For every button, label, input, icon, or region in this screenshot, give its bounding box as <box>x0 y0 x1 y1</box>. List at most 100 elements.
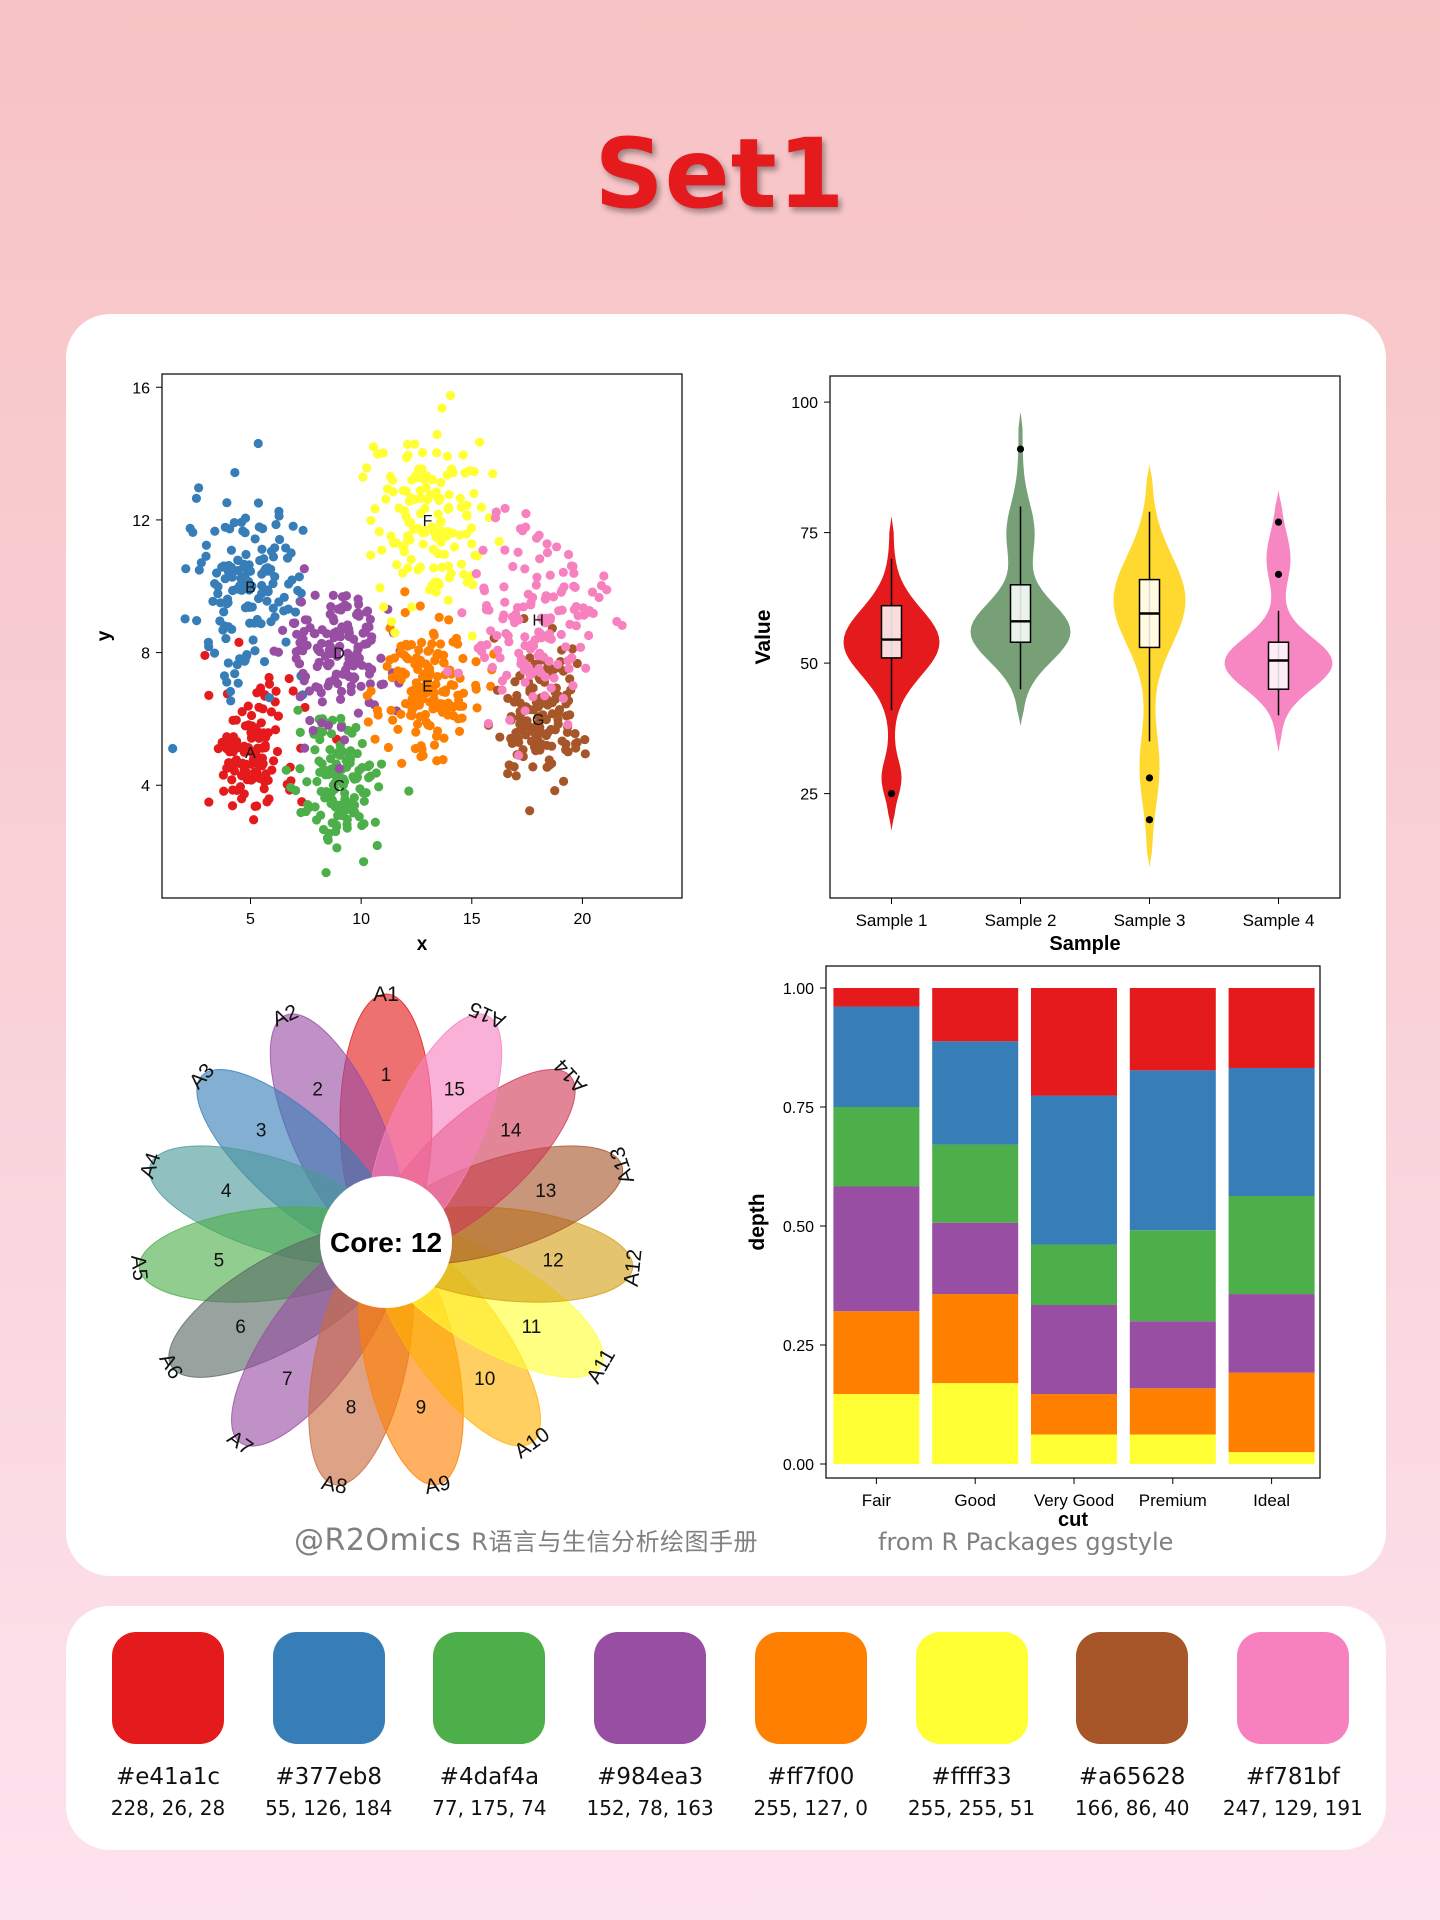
scatter-point <box>459 569 469 579</box>
scatter-point <box>570 728 580 739</box>
scatter-point <box>570 582 580 592</box>
scatter-point <box>180 614 190 624</box>
y-tick-label: 0.00 <box>783 1457 814 1474</box>
scatter-point <box>340 788 350 799</box>
scatter-point <box>332 749 342 759</box>
scatter-point <box>443 527 453 537</box>
x-tick-label: Good <box>954 1491 996 1510</box>
scatter-point <box>246 710 257 721</box>
scatter-point <box>427 580 437 590</box>
core-circle <box>320 1176 452 1308</box>
scatter-point <box>386 531 396 541</box>
x-tick-label: Premium <box>1139 1491 1207 1510</box>
scatter-point <box>295 644 305 655</box>
scatter-point <box>264 693 274 703</box>
scatter-point <box>528 641 539 651</box>
y-tick-label: 0.25 <box>783 1338 814 1355</box>
scatter-point <box>295 692 305 702</box>
scatter-point <box>222 677 232 687</box>
scatter-point <box>310 802 320 812</box>
scatter-point <box>286 776 296 786</box>
scatter-point <box>329 818 339 828</box>
scatter-point <box>495 653 505 663</box>
scatter-point <box>439 733 449 743</box>
scatter-point <box>390 628 400 638</box>
x-tick-label: Sample 3 <box>1114 911 1186 930</box>
bar-segment <box>833 1006 920 1107</box>
scatter-point <box>528 762 538 772</box>
y-axis-label: depth <box>746 1193 769 1250</box>
scatter-point <box>404 786 414 796</box>
scatter-point <box>563 549 574 560</box>
scatter-point <box>300 743 310 753</box>
scatter-point <box>386 705 396 715</box>
scatter-point <box>454 701 465 711</box>
scatter-point <box>290 607 301 617</box>
scatter-point <box>250 801 260 812</box>
stacked-frame <box>825 965 1321 1479</box>
scatter-point <box>325 753 336 764</box>
scatter-point <box>569 568 579 578</box>
scatter-point <box>542 539 552 549</box>
scatter-point <box>254 728 264 738</box>
hex-label: #a65628 <box>1078 1764 1186 1790</box>
scatter-point <box>377 545 387 555</box>
scatter-point <box>500 597 510 607</box>
scatter-point <box>500 545 510 555</box>
bar-segment <box>1031 1305 1117 1395</box>
scatter-point <box>594 592 604 603</box>
scatter-point <box>278 625 288 636</box>
scatter-point <box>245 566 256 576</box>
scatter-point <box>378 679 389 689</box>
scatter-point <box>333 810 343 821</box>
x-tick-label: 15 <box>463 911 481 928</box>
scatter-point <box>557 605 567 615</box>
y-tick-label: 100 <box>791 395 818 412</box>
scatter-point <box>362 639 372 649</box>
scatter-point <box>264 566 274 576</box>
scatter-point <box>363 717 373 727</box>
scatter-point <box>219 607 229 617</box>
scatter-point <box>227 624 237 634</box>
scatter-point <box>327 795 338 805</box>
petal-count: 9 <box>416 1397 427 1418</box>
violin-outlier <box>1274 570 1283 578</box>
scatter-point <box>497 685 507 695</box>
scatter-point <box>453 690 463 700</box>
y-tick-label: 8 <box>141 646 150 663</box>
bar-segment <box>1228 988 1315 1068</box>
scatter-point <box>196 558 206 568</box>
scatter-point <box>296 597 307 607</box>
cluster-label: H <box>532 612 544 629</box>
scatter-point <box>410 439 420 449</box>
bar-segment <box>932 1041 1019 1145</box>
scatter-point <box>250 534 260 544</box>
scatter-point <box>549 673 559 683</box>
scatter-point <box>201 551 211 561</box>
bar-segment <box>833 988 920 1007</box>
scatter-point <box>410 494 420 505</box>
scatter-point <box>531 580 541 590</box>
scatter-point <box>246 733 257 743</box>
scatter-point <box>366 515 376 526</box>
scatter-point <box>492 631 502 641</box>
scatter-point <box>339 776 350 787</box>
scatter-point <box>349 634 359 644</box>
y-axis-label: Value <box>752 610 775 665</box>
scatter-point <box>344 753 355 764</box>
scatter-point <box>271 519 281 530</box>
scatter-point <box>266 707 277 717</box>
scatter-point <box>350 807 360 818</box>
scatter-point <box>499 582 509 592</box>
scatter-point <box>357 738 367 749</box>
scatter-point <box>553 719 563 729</box>
scatter-point <box>374 526 384 537</box>
scatter-point <box>194 565 204 575</box>
scatter-point <box>400 607 410 618</box>
scatter-point <box>230 467 240 478</box>
scatter-point <box>525 806 535 816</box>
scatter-point <box>300 671 311 682</box>
cluster-label: B <box>245 579 256 596</box>
bar-segment <box>833 1107 920 1187</box>
scatter-point <box>410 744 420 754</box>
